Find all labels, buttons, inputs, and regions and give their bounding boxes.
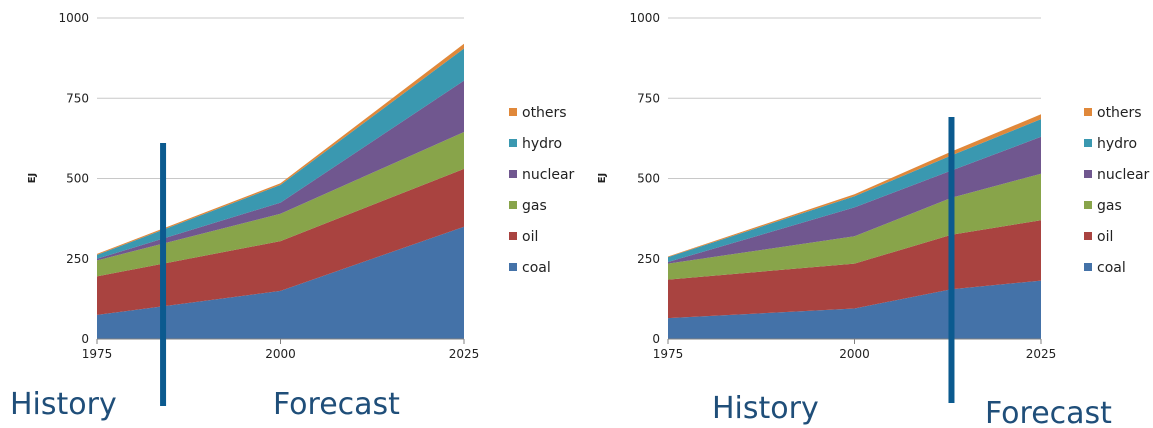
chart-2: 0 250 500 750 1000 1975 2000 2025 EJ others hydro n… xyxy=(597,11,1150,428)
legend-swatch-nuclear xyxy=(1084,170,1092,178)
legend-swatch-coal xyxy=(509,263,517,271)
legend-swatch-oil xyxy=(509,232,517,240)
x-tick-label: 2000 xyxy=(839,347,870,361)
forecast-label: Forecast xyxy=(273,387,400,422)
legend-swatch-gas xyxy=(1084,201,1092,209)
y-tick-label: 750 xyxy=(66,91,89,105)
x-tick-label: 1975 xyxy=(82,347,113,361)
legend-swatch-others xyxy=(1084,108,1092,116)
y-tick-label: 1000 xyxy=(629,11,660,25)
y-tick-label: 250 xyxy=(66,252,89,266)
legend: others hydro nuclear gas oil coal xyxy=(1084,105,1150,276)
y-axis-label: EJ xyxy=(597,173,608,184)
legend-swatch-coal xyxy=(1084,263,1092,271)
legend-label-oil: oil xyxy=(522,229,538,245)
area-hydro xyxy=(668,119,1041,262)
area-gas xyxy=(97,132,464,277)
legend-label-nuclear: nuclear xyxy=(1097,167,1150,183)
legend-label-nuclear: nuclear xyxy=(522,167,575,183)
x-tick-label: 2025 xyxy=(1026,347,1057,361)
y-tick-label: 1000 xyxy=(58,11,89,25)
legend-label-coal: coal xyxy=(1097,260,1126,276)
legend-swatch-others xyxy=(509,108,517,116)
x-tick-label: 2000 xyxy=(265,347,296,361)
x-tick-label: 2025 xyxy=(449,347,480,361)
area-oil xyxy=(668,220,1041,319)
chart-1: 0 250 500 750 1000 1975 2000 2025 EJ others hydro n… xyxy=(10,11,575,422)
legend-label-others: others xyxy=(522,105,567,121)
y-tick-label: 500 xyxy=(637,172,660,186)
legend-label-oil: oil xyxy=(1097,229,1113,245)
y-tick-label: 500 xyxy=(66,172,89,186)
legend-swatch-nuclear xyxy=(509,170,517,178)
history-label: History xyxy=(712,391,819,426)
y-tick-label: 0 xyxy=(81,332,89,346)
area-gas xyxy=(668,173,1041,280)
legend-label-gas: gas xyxy=(1097,198,1122,214)
legend-swatch-hydro xyxy=(509,139,517,147)
legend-swatch-hydro xyxy=(1084,139,1092,147)
legend-swatch-oil xyxy=(1084,232,1092,240)
y-tick-label: 250 xyxy=(637,252,660,266)
legend-swatch-gas xyxy=(509,201,517,209)
history-label: History xyxy=(10,387,117,422)
legend-label-others: others xyxy=(1097,105,1142,121)
legend-label-hydro: hydro xyxy=(1097,136,1137,152)
legend-label-hydro: hydro xyxy=(522,136,562,152)
area-coal xyxy=(668,280,1041,339)
area-oil xyxy=(97,168,464,315)
legend-label-coal: coal xyxy=(522,260,551,276)
y-tick-label: 750 xyxy=(637,91,660,105)
area-coal xyxy=(97,226,464,339)
y-axis-label: EJ xyxy=(27,173,38,184)
legend-label-gas: gas xyxy=(522,198,547,214)
x-tick-label: 1975 xyxy=(653,347,684,361)
legend: others hydro nuclear gas oil coal xyxy=(509,105,575,276)
y-tick-label: 0 xyxy=(652,332,660,346)
forecast-label: Forecast xyxy=(985,396,1112,428)
